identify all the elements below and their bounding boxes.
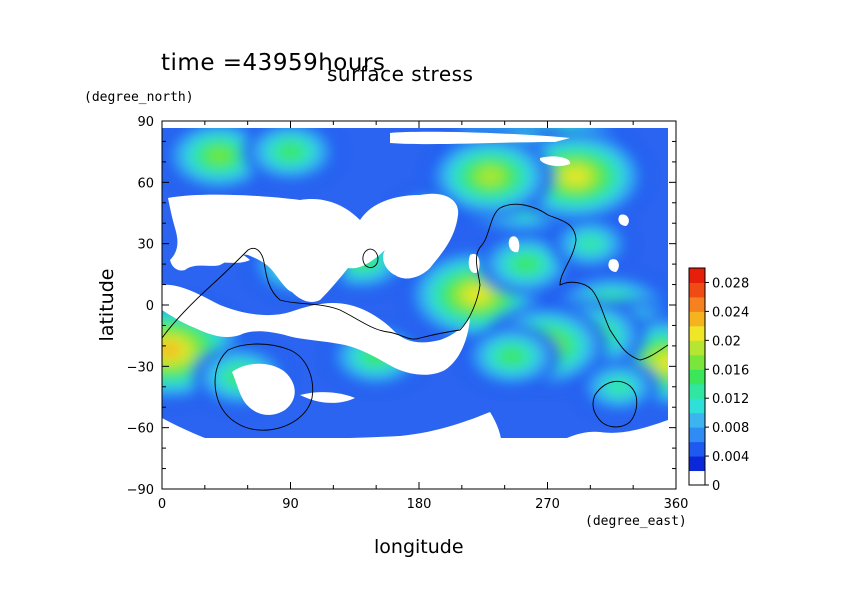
time-label: time =43959hours [161,50,386,76]
field-feature-18 [514,256,539,273]
field-feature-7 [464,286,489,303]
field-feature-3 [478,168,503,185]
colorbar-swatch [689,456,705,472]
colorbar-tick-label: 0 [712,479,720,494]
y-tick-label: 90 [137,115,154,130]
colorbar-swatch [689,412,705,428]
colorbar-tick-label: 0.008 [712,421,749,436]
y-axis-ticks: −90 −60 −30 0 30 60 90 [127,115,676,498]
colorbar-swatch [689,296,705,312]
colorbar-swatch [689,470,705,486]
x-axis-label: longitude [374,536,464,558]
y-tick-label: −60 [127,422,154,437]
field-feature-6 [162,341,182,358]
y-tick-label: −90 [127,483,154,498]
x-tick-label: 360 [664,497,689,512]
colorbar-swatch [689,268,705,283]
colorbar-swatch [689,398,705,414]
y-axis-unit: (degree_north) [84,90,194,105]
continent-outlines [162,203,669,431]
y-tick-label: 30 [137,238,154,253]
y-tick-label: −30 [127,360,154,375]
colorbar-tick-label: 0.024 [712,305,749,320]
colorbar-tick-label: 0.016 [712,363,749,378]
colorbar-tick-label: 0.028 [712,276,749,291]
colorbar: 0 0.004 0.008 0.012 0.016 0.02 0.024 0.028 [688,267,749,494]
x-tick-label: 180 [407,497,432,512]
y-tick-label: 0 [146,299,154,314]
field-feature-13 [499,348,524,365]
colorbar-swatch [689,282,705,298]
x-tick-label: 270 [535,497,560,512]
x-axis-unit: (degree_east) [585,514,687,529]
field-feature-19 [578,235,603,252]
colorbar-swatch [689,427,705,443]
colorbar-frame [688,267,706,486]
field-feature-2 [564,168,589,185]
colorbar-swatch [689,441,705,457]
stress-field [162,121,676,489]
colorbar-tick-label: 0.012 [712,392,749,407]
x-axis-ticks: 0 90 180 270 360 [158,121,689,512]
field-feature-5 [278,143,303,160]
colorbar-swatch [689,340,705,356]
colorbar-tick-label: 0.02 [712,334,741,349]
y-tick-label: 60 [137,176,154,191]
white-regions [162,121,676,489]
chart-title: surface stress [327,62,474,86]
colorbar-swatch [689,369,705,385]
x-tick-label: 0 [158,497,166,512]
colorbar-tick-label: 0.004 [712,450,749,465]
field-feature-4 [207,147,232,164]
x-tick-label: 90 [282,497,299,512]
colorbar-swatch [689,354,705,370]
colorbar-swatch [689,325,705,341]
colorbar-swatch [689,383,705,399]
colorbar-swatch [689,311,705,327]
